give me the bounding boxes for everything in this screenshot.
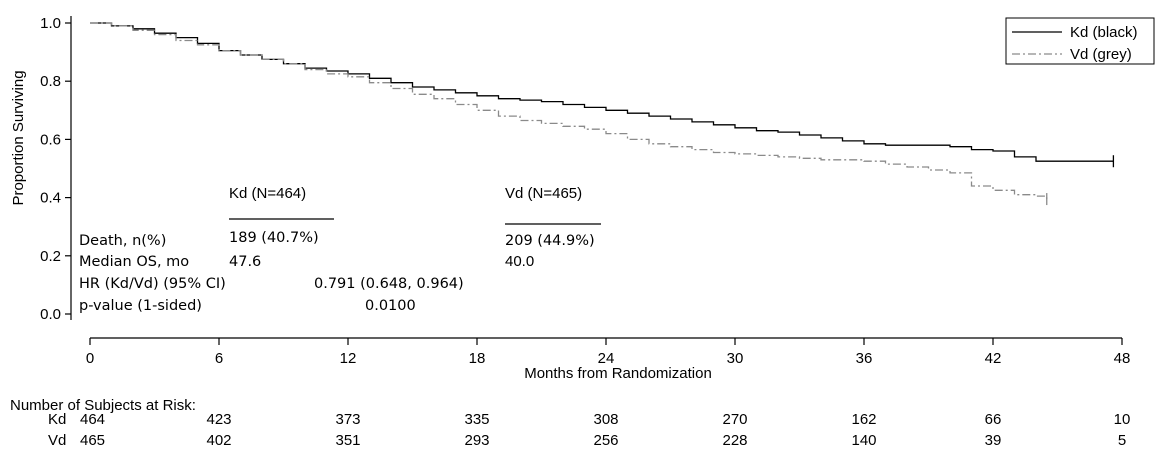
y-tick-label: 0.4 — [40, 190, 61, 207]
stats-annotation: Kd (N=464) Vd (N=465) Death, n(%) 189 (4… — [79, 185, 601, 314]
risk-cell: 140 — [851, 432, 876, 449]
risk-cell: 293 — [464, 432, 489, 449]
risk-cell: 423 — [206, 411, 231, 428]
x-tick-label: 12 — [340, 350, 357, 367]
risk-cell: 464 — [80, 411, 105, 428]
risk-cell: 10 — [1114, 411, 1131, 428]
annot-hr-value: 0.791 (0.648, 0.964) — [314, 276, 464, 292]
x-tick-label: 48 — [1114, 350, 1131, 367]
annot-death-label: Death, n(%) — [79, 233, 166, 249]
legend-box — [1005, 17, 1155, 65]
risk-table: Kd 464 423 373 335 308 270 162 66 10 Vd 465 402 351 29… — [48, 411, 1130, 449]
risk-cell: 66 — [985, 411, 1002, 428]
annot-kd-header: Kd (N=464) — [229, 185, 306, 202]
y-ticks: 0.0 0.2 0.4 0.6 0.8 1.0 — [40, 15, 71, 323]
annot-death-vd: 209 (44.9%) — [505, 233, 595, 249]
annot-median-label: Median OS, mo — [79, 254, 189, 270]
y-tick-label: 0.0 — [40, 306, 61, 323]
x-tick-label: 0 — [86, 350, 94, 367]
risk-cell: 351 — [335, 432, 360, 449]
legend-label-kd: Kd (black) — [1070, 24, 1138, 41]
x-ticks: 0 6 12 18 24 30 36 42 48 — [86, 338, 1131, 367]
annot-hr-label: HR (Kd/Vd) (95% CI) — [79, 276, 226, 292]
x-tick-label: 42 — [985, 350, 1002, 367]
x-axis-title: Months from Randomization — [524, 365, 712, 382]
annot-death-kd: 189 (40.7%) — [229, 230, 319, 246]
x-tick-label: 18 — [469, 350, 486, 367]
series-line-vd — [90, 22, 1048, 200]
risk-cell: 162 — [851, 411, 876, 428]
risk-cell: 373 — [335, 411, 360, 428]
risk-row-label: Kd — [48, 411, 66, 428]
x-tick-label: 6 — [215, 350, 223, 367]
risk-cell: 39 — [985, 432, 1002, 449]
annot-p-value: 0.0100 — [365, 298, 416, 314]
risk-cell: 308 — [593, 411, 618, 428]
axes — [70, 16, 1122, 339]
annot-p-label: p-value (1-sided) — [79, 298, 202, 314]
y-tick-label: 0.2 — [40, 248, 61, 265]
annot-median-kd: 47.6 — [229, 254, 261, 270]
risk-table-title: Number of Subjects at Risk: — [10, 397, 196, 414]
x-tick-label: 36 — [856, 350, 873, 367]
y-tick-label: 0.8 — [40, 73, 61, 90]
y-axis-title: Proportion Surviving — [10, 70, 27, 205]
annot-vd-header: Vd (N=465) — [505, 185, 582, 202]
x-tick-label: 24 — [598, 350, 615, 367]
legend-label-vd: Vd (grey) — [1070, 46, 1132, 63]
risk-cell: 256 — [593, 432, 618, 449]
series-group — [90, 22, 1115, 206]
risk-row-label: Vd — [48, 432, 66, 449]
risk-cell: 402 — [206, 432, 231, 449]
y-tick-label: 1.0 — [40, 15, 61, 32]
series-line-kd — [90, 22, 1114, 162]
legend: Kd (black) Vd (grey) — [1005, 17, 1155, 65]
x-tick-label: 30 — [727, 350, 744, 367]
risk-cell: 335 — [464, 411, 489, 428]
risk-cell: 270 — [722, 411, 747, 428]
annot-median-vd: 40.0 — [505, 253, 534, 270]
risk-cell: 5 — [1118, 432, 1126, 449]
risk-cell: 228 — [722, 432, 747, 449]
y-tick-label: 0.6 — [40, 131, 61, 148]
risk-cell: 465 — [80, 432, 105, 449]
